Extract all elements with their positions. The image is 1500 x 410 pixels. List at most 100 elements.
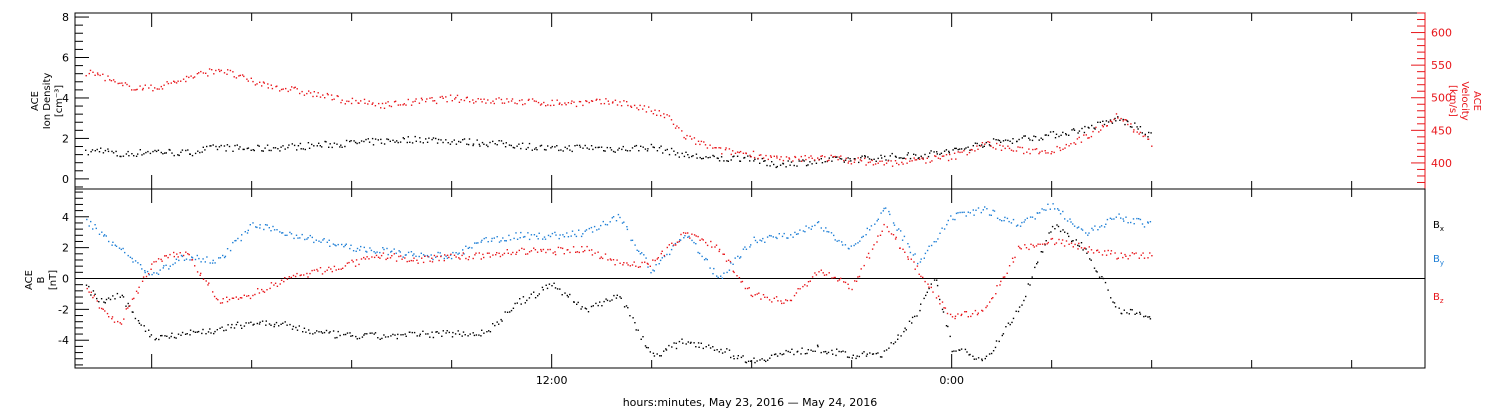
data-point xyxy=(1004,147,1006,150)
data-point xyxy=(1012,317,1015,320)
data-point xyxy=(410,251,413,253)
data-point xyxy=(824,156,826,158)
data-point xyxy=(789,164,791,166)
data-point xyxy=(860,160,863,162)
data-point xyxy=(945,149,948,151)
data-point xyxy=(863,351,865,353)
data-point xyxy=(518,143,520,145)
data-point xyxy=(250,149,252,151)
data-point xyxy=(348,100,350,103)
data-point xyxy=(442,141,444,144)
data-point xyxy=(270,230,272,232)
left-axis-tick-label: 4 xyxy=(62,92,69,105)
bottom-left-axis-title-line-2: B xyxy=(36,276,47,283)
data-point xyxy=(380,107,382,109)
data-point xyxy=(866,353,868,355)
data-point xyxy=(379,338,381,340)
data-point xyxy=(847,283,849,285)
data-point xyxy=(603,150,605,152)
data-point xyxy=(440,255,442,258)
data-point xyxy=(925,162,927,164)
data-point xyxy=(1008,147,1011,150)
data-point xyxy=(806,285,808,287)
data-point xyxy=(1010,222,1013,224)
data-point xyxy=(85,75,87,77)
data-point xyxy=(222,254,224,257)
data-point xyxy=(986,208,988,210)
data-point xyxy=(408,260,410,262)
data-point xyxy=(858,355,860,358)
data-point xyxy=(554,251,556,253)
data-point xyxy=(412,260,414,262)
data-point xyxy=(754,158,756,160)
data-point xyxy=(306,272,308,275)
data-point xyxy=(943,150,946,152)
data-point xyxy=(1065,143,1067,146)
data-point xyxy=(552,252,554,254)
data-point xyxy=(1027,283,1029,285)
data-point xyxy=(604,253,607,255)
data-point xyxy=(859,159,862,161)
data-point xyxy=(611,299,613,301)
data-point xyxy=(617,213,620,216)
data-point xyxy=(912,254,915,256)
data-point xyxy=(1117,117,1119,119)
data-point xyxy=(150,84,152,86)
data-point xyxy=(977,207,980,209)
data-point xyxy=(641,252,643,254)
data-point xyxy=(419,333,421,335)
data-point xyxy=(288,276,290,278)
data-point xyxy=(390,105,393,108)
data-point xyxy=(263,82,265,84)
data-point xyxy=(1029,284,1031,286)
data-point xyxy=(498,241,501,243)
data-point xyxy=(273,323,276,326)
data-point xyxy=(349,140,351,143)
data-point xyxy=(207,284,209,286)
data-point xyxy=(965,215,967,217)
data-point xyxy=(204,261,206,263)
data-point xyxy=(472,99,474,101)
data-point xyxy=(315,239,317,241)
data-point xyxy=(132,261,134,263)
data-point xyxy=(520,147,522,150)
data-point xyxy=(1041,208,1043,210)
data-point xyxy=(333,98,335,100)
data-point xyxy=(539,145,542,147)
data-point xyxy=(1048,232,1050,234)
data-point xyxy=(205,72,207,74)
data-point xyxy=(120,323,123,325)
data-point xyxy=(597,304,599,307)
data-point xyxy=(296,149,298,151)
data-point xyxy=(164,152,166,154)
left-axis-tick-label: 2 xyxy=(62,132,69,145)
data-point xyxy=(177,256,179,258)
data-point xyxy=(1077,244,1079,247)
data-point xyxy=(1078,130,1081,132)
data-point xyxy=(932,291,934,293)
data-point xyxy=(892,343,895,345)
data-point xyxy=(571,230,574,232)
data-point xyxy=(960,148,963,150)
data-point xyxy=(274,282,277,284)
data-point xyxy=(485,237,487,239)
data-point xyxy=(499,255,502,258)
data-point xyxy=(337,95,339,98)
data-point xyxy=(1076,227,1079,229)
data-point xyxy=(209,328,211,330)
data-point xyxy=(946,312,949,315)
data-point xyxy=(542,238,544,240)
data-point xyxy=(512,307,515,309)
data-point xyxy=(825,274,828,276)
data-point xyxy=(409,141,411,143)
data-point xyxy=(939,158,941,160)
data-point xyxy=(292,325,295,328)
data-point xyxy=(765,154,767,157)
data-point xyxy=(879,356,882,358)
data-point xyxy=(837,159,839,161)
data-point xyxy=(1111,218,1113,220)
data-point xyxy=(173,255,175,258)
data-point xyxy=(197,150,199,152)
data-point xyxy=(946,223,948,226)
data-point xyxy=(859,240,861,242)
